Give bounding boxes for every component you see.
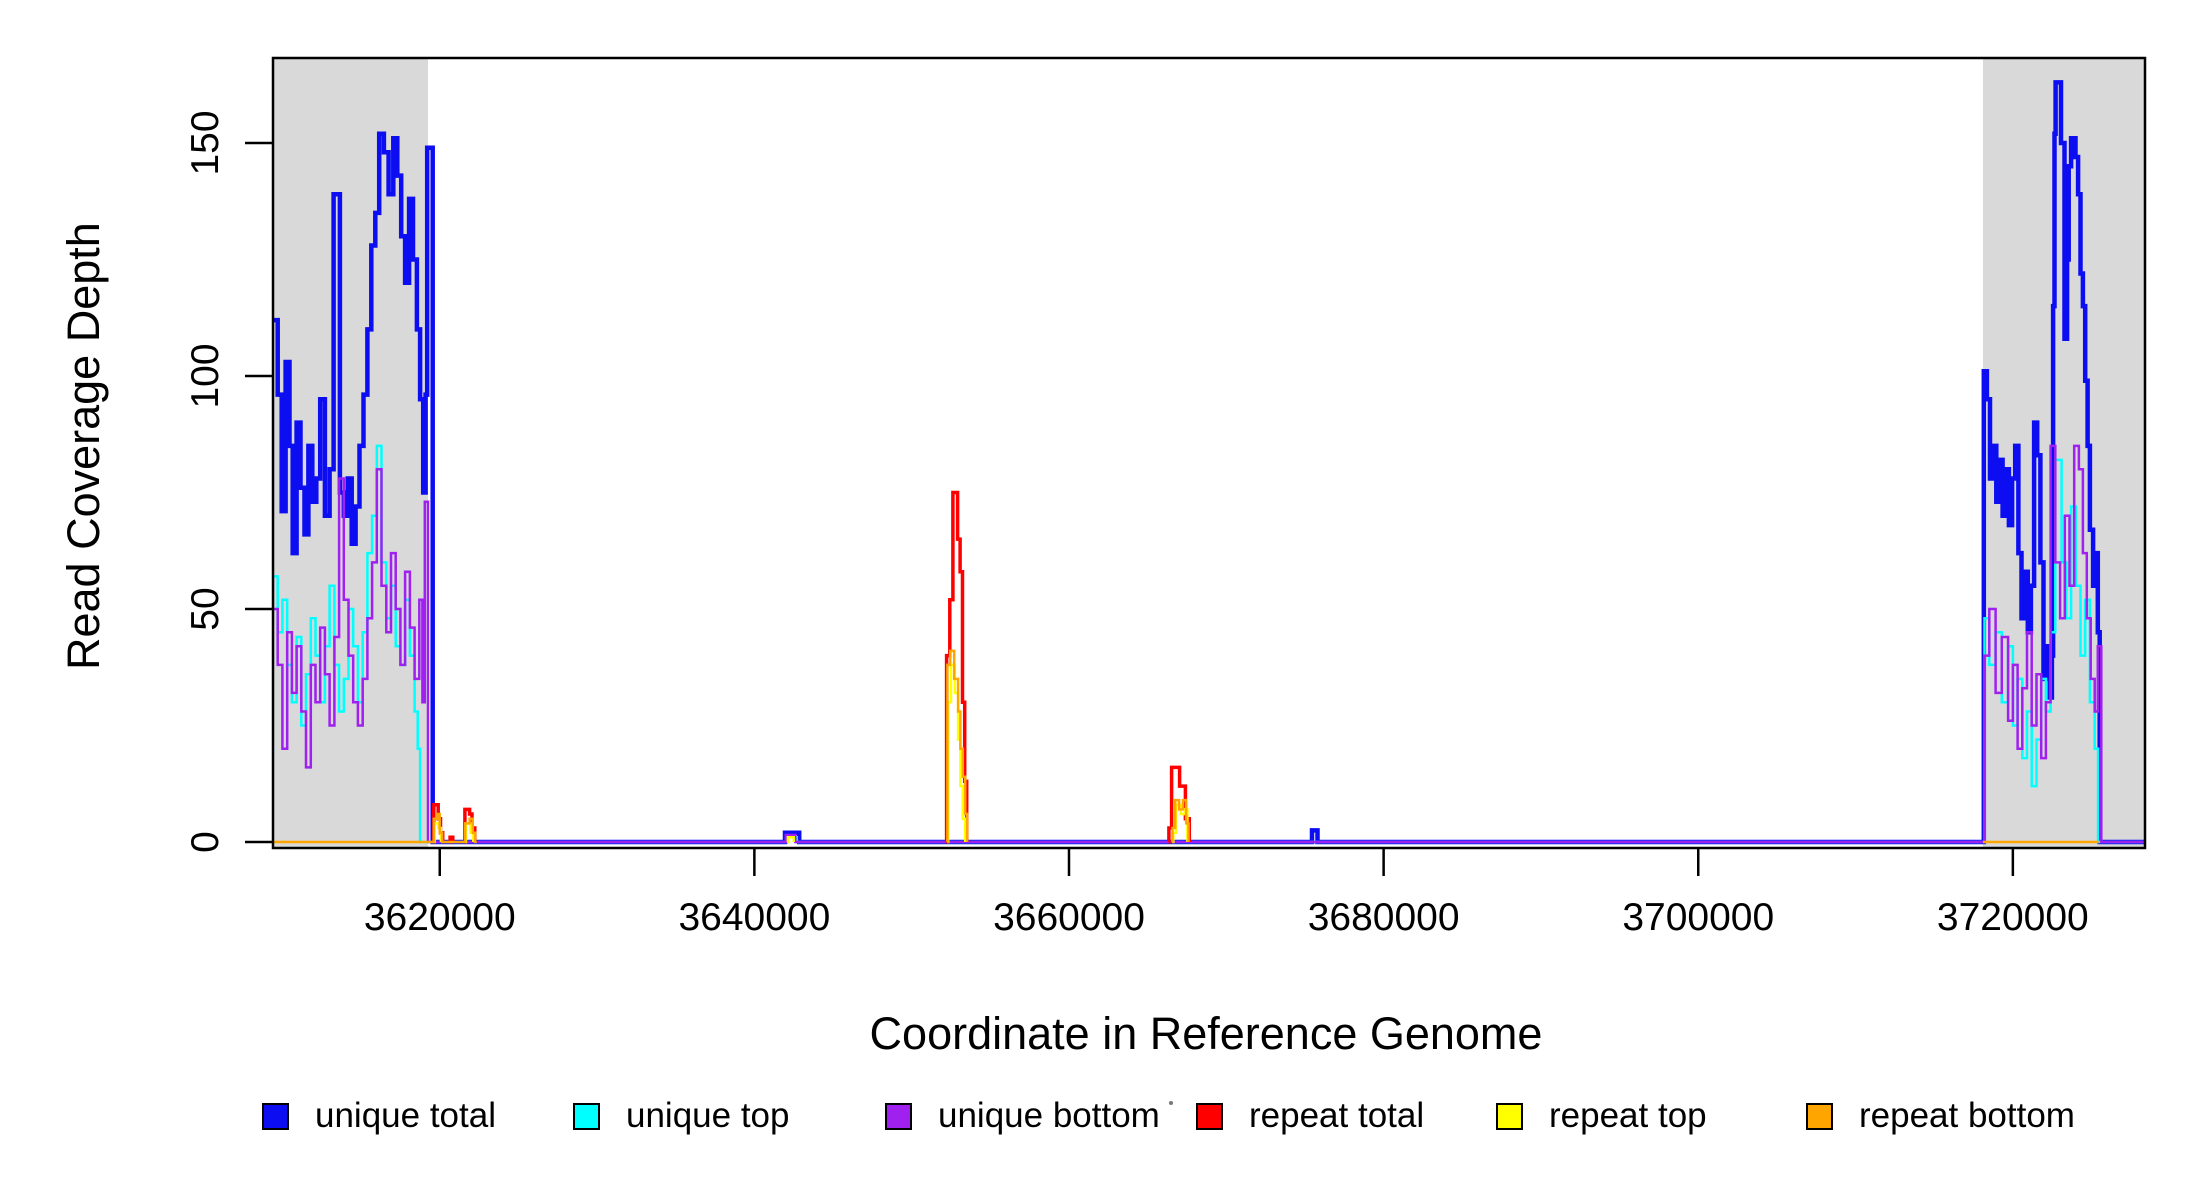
series-unique-bottom: [273, 444, 2145, 844]
legend-item-repeat-top: repeat top: [1496, 1096, 1707, 1136]
legend-item-repeat-total: repeat total: [1196, 1096, 1424, 1136]
legend-swatch-repeat-bottom: [1806, 1102, 1833, 1130]
legend-swatch-unique-top: [573, 1102, 600, 1130]
legend-item-unique-total: unique total: [262, 1096, 496, 1136]
legend-item-unique-bottom: unique bottom: [885, 1096, 1160, 1136]
series-unique-total: [273, 80, 2145, 845]
legend-label: unique total: [315, 1096, 496, 1135]
legend-item-unique-top: unique top: [573, 1096, 789, 1136]
y-tick-label: 150: [184, 110, 227, 175]
y-axis-title: Read Coverage Depth: [58, 222, 109, 670]
x-tick-label: 3680000: [1308, 896, 1460, 939]
legend: unique total unique top unique bottom repea…: [0, 1096, 2200, 1156]
series-repeat-bottom: [1171, 798, 1190, 844]
series-repeat-bottom: [946, 649, 969, 844]
legend-label: repeat top: [1549, 1096, 1707, 1135]
legend-swatch-repeat-total: [1196, 1102, 1223, 1130]
stray-dot: [1169, 1101, 1173, 1105]
series-unique-top: [273, 444, 2145, 844]
legend-label: repeat total: [1249, 1096, 1425, 1135]
x-tick-label: 3660000: [993, 896, 1145, 939]
y-tick-label: 50: [184, 587, 227, 630]
legend-label: repeat bottom: [1859, 1096, 2075, 1135]
x-tick-label: 3640000: [678, 896, 830, 939]
legend-label: unique top: [626, 1096, 790, 1135]
plot-box: [271, 56, 2147, 850]
series-repeat-bottom: [273, 812, 477, 844]
legend-label: unique bottom: [938, 1096, 1160, 1135]
y-tick-label: 100: [184, 343, 227, 408]
series-repeat-total: [944, 490, 969, 844]
legend-item-repeat-bottom: repeat bottom: [1806, 1096, 2075, 1136]
y-tick-label: 0: [184, 831, 227, 853]
x-axis-title: Coordinate in Reference Genome: [869, 1008, 1543, 1059]
x-tick-label: 3620000: [364, 896, 516, 939]
legend-swatch-unique-bottom: [885, 1102, 912, 1130]
x-tick-label: 3720000: [1937, 896, 2089, 939]
legend-swatch-unique-total: [262, 1102, 289, 1130]
legend-swatch-repeat-top: [1496, 1102, 1523, 1130]
x-tick-label: 3700000: [1622, 896, 1774, 939]
series-repeat-top: [786, 836, 795, 844]
